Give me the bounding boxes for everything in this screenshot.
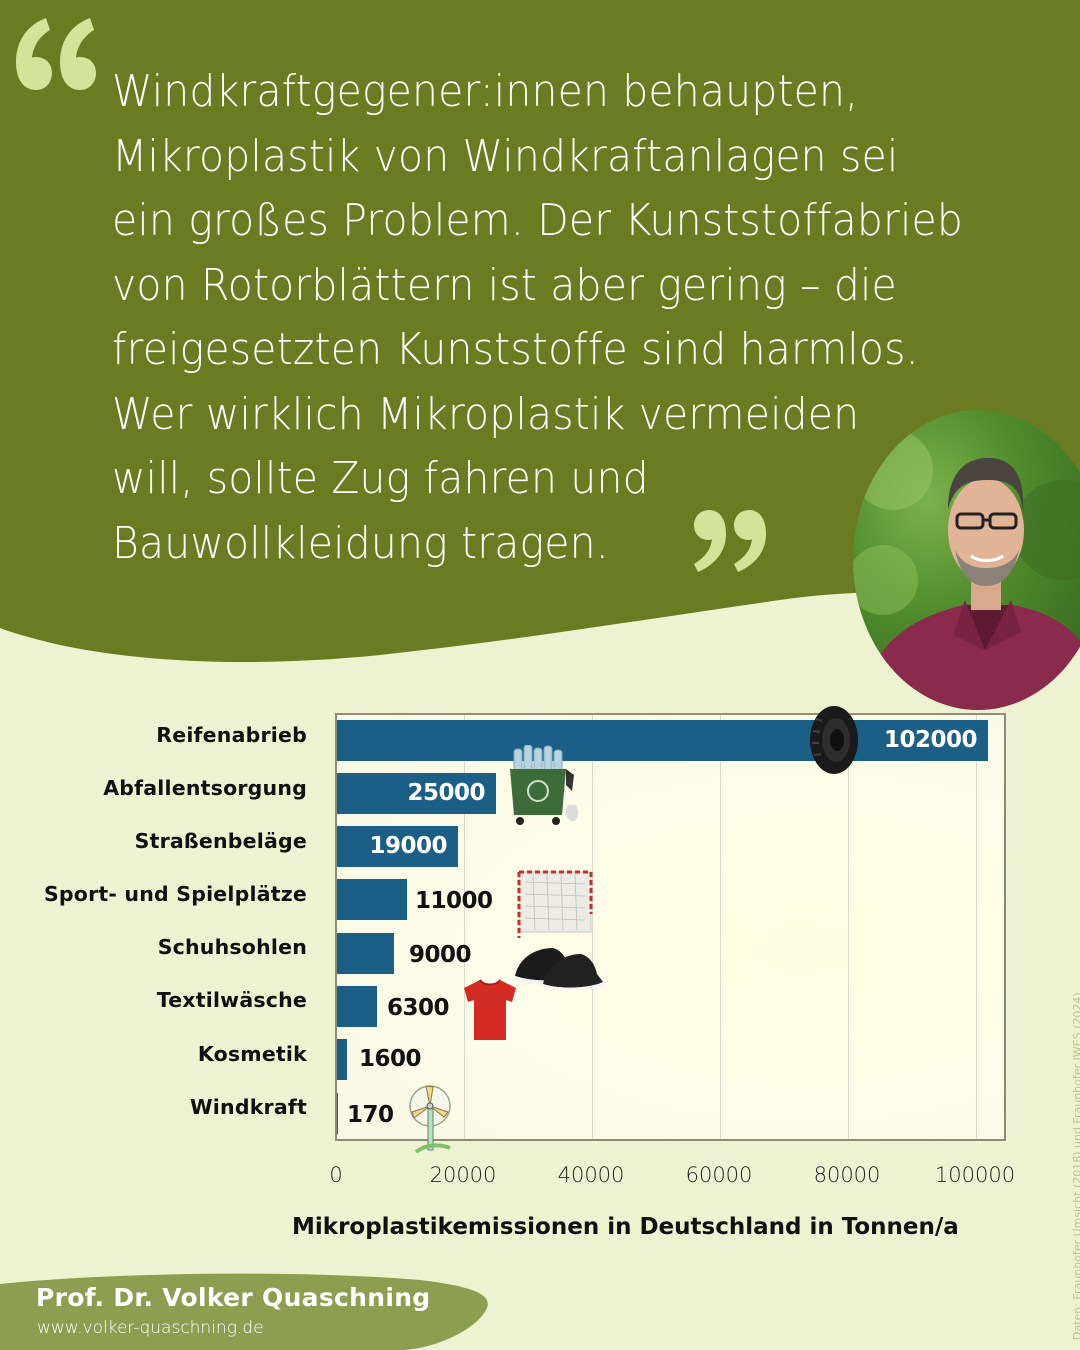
- bar-value-label: 25000: [407, 780, 485, 806]
- author-portrait: [853, 410, 1080, 710]
- bar-value-label: 19000: [369, 833, 447, 859]
- category-label: Kosmetik: [197, 1042, 307, 1066]
- quote-line: ein großes Problem. Der Kunststoffabrieb: [112, 195, 964, 246]
- bar-abfallentsorgung: [337, 773, 496, 814]
- quote-line: Windkraftgegener:innen behaupten,: [112, 66, 859, 117]
- x-tick-label: 0: [329, 1163, 343, 1187]
- x-axis-title: Mikroplastikemissionen in Deutschland in…: [292, 1214, 959, 1240]
- bar-value-label: 170: [347, 1102, 394, 1128]
- open-quote-icon: [16, 18, 96, 90]
- wind-turbine-icon: [409, 1085, 451, 1154]
- x-tick-label: 60000: [685, 1163, 753, 1187]
- quote-line: will, sollte Zug fahren und: [112, 453, 649, 504]
- gridline: [848, 715, 849, 1139]
- bar-chart: 102000 25000 19000 11000 9000 6300 1600 …: [335, 713, 1006, 1141]
- category-label: Abfallentsorgung: [103, 776, 307, 800]
- bar-sport-spielplaetze: [337, 879, 407, 920]
- close-quote-icon: [694, 510, 766, 572]
- waste-container-icon: [510, 745, 579, 825]
- bar-textilwaesche: [337, 986, 377, 1027]
- t-shirt-icon: [464, 979, 516, 1040]
- bar-value-label: 11000: [415, 888, 493, 914]
- gridline: [976, 715, 977, 1139]
- quote-line: freigesetzten Kunststoffe sind harmlos.: [112, 324, 919, 375]
- gridline: [592, 715, 593, 1139]
- category-label: Windkraft: [189, 1095, 307, 1119]
- bar-value-label: 102000: [883, 727, 978, 753]
- x-tick-label: 100000: [934, 1163, 1016, 1187]
- soccer-goal-icon: [517, 870, 593, 938]
- category-label: Schuhsohlen: [157, 935, 307, 959]
- bar-value-label: 9000: [409, 942, 472, 968]
- author-website-link[interactable]: www.volker-quaschning.de: [37, 1318, 264, 1338]
- x-tick-label: 20000: [429, 1163, 497, 1187]
- bar-kosmetik: [337, 1039, 347, 1080]
- quote-line: Mikroplastik von Windkraftanlagen sei: [112, 130, 899, 182]
- bar-strassenbelaege: [337, 826, 458, 867]
- gridline: [464, 715, 465, 1139]
- x-tick-label: 80000: [813, 1163, 881, 1187]
- gridline: [720, 715, 721, 1139]
- bar-windkraft: [337, 1093, 338, 1134]
- category-label: Straßenbeläge: [134, 829, 307, 853]
- bar-value-label: 1600: [359, 1046, 422, 1072]
- quote-line: Bauwollkleidung tragen.: [112, 517, 609, 569]
- category-label: Reifenabrieb: [156, 723, 307, 747]
- author-name: Prof. Dr. Volker Quaschning: [36, 1283, 431, 1312]
- footer-background: [0, 1273, 488, 1350]
- category-label: Sport- und Spielplätze: [43, 882, 307, 906]
- x-tick-label: 40000: [557, 1163, 625, 1187]
- bar-reifenabrieb: [337, 720, 988, 761]
- quote-line: Wer wirklich Mikroplastik vermeiden: [112, 388, 860, 440]
- tire-icon: [810, 706, 858, 774]
- person-photo-icon: [853, 430, 1080, 710]
- bar-schuhsohlen: [337, 933, 394, 974]
- header-background: [0, 0, 1080, 663]
- quote-line: von Rotorblättern ist aber gering – die: [112, 259, 897, 311]
- category-label: Textilwäsche: [156, 988, 307, 1012]
- bar-value-label: 6300: [387, 995, 450, 1021]
- source-note: Daten: Fraunhofer Umsicht (2018) und Fra…: [1071, 992, 1080, 1340]
- sneakers-icon: [515, 948, 603, 990]
- quote-text: Windkraftgegener:innen behaupten, Mikrop…: [112, 60, 1072, 576]
